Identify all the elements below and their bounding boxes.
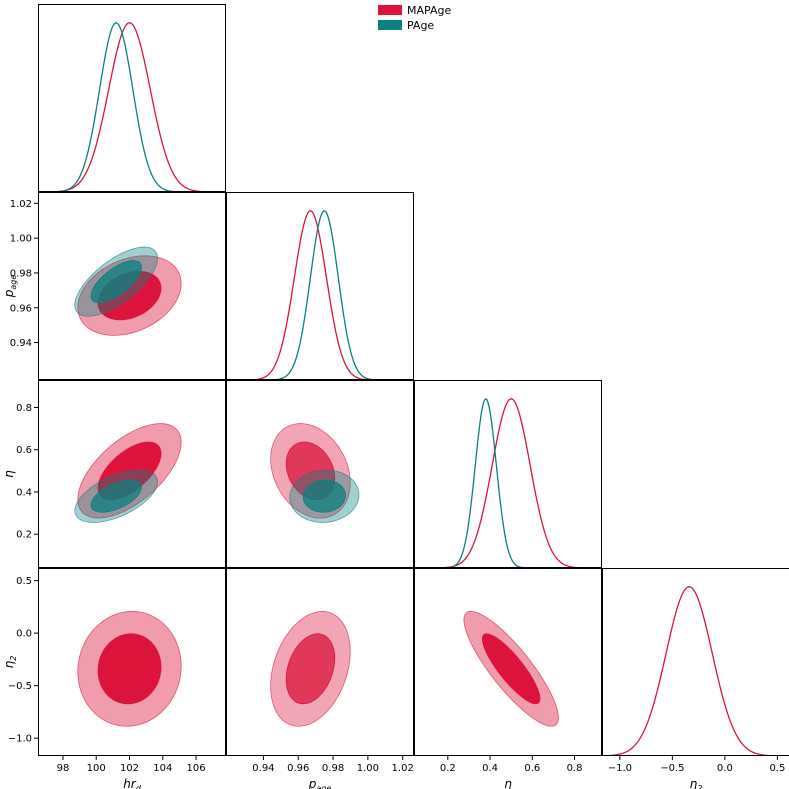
panel-frame <box>38 568 226 756</box>
density-curve-mapage-eta <box>414 398 602 568</box>
legend-label-mapage: MAPAge <box>407 4 451 17</box>
panel-eta-vs-eta <box>414 380 602 568</box>
panel-hrd-vs-hrd <box>38 4 226 192</box>
contour-68-mapage-eta-eta2 <box>481 633 541 705</box>
density-curve-page-hrd <box>38 22 226 192</box>
panel-eta2-vs-page: 0.94 0.96 0.98 1.00 1.02 page <box>226 568 414 789</box>
x-axis-label-eta: η <box>504 777 512 789</box>
y-tick-label-eta2: 0.5 <box>16 576 32 587</box>
x-tick-label-hrd: 100 <box>87 763 106 774</box>
x-tick-label-eta: 0.4 <box>482 763 498 774</box>
panel-frame <box>38 4 226 192</box>
panel-content <box>77 610 182 727</box>
x-tick-label-eta2: −0.5 <box>660 763 684 774</box>
x-tick-label-page: 0.96 <box>287 763 309 774</box>
y-tick-label-page: 0.94 <box>10 338 32 349</box>
legend-swatch-page <box>378 20 402 30</box>
contour-68-page-page-eta <box>302 479 346 513</box>
y-tick-label-page: 0.96 <box>10 303 32 314</box>
x-tick-label-eta2: −1.0 <box>608 763 632 774</box>
y-tick-label-eta2: −1.0 <box>8 734 32 745</box>
x-tick-label-page: 1.02 <box>392 763 414 774</box>
x-axis-label-eta2: η2 <box>690 777 703 789</box>
panel-eta2-vs-eta: 0.2 0.4 0.6 0.8 η <box>414 568 602 789</box>
y-tick-label-eta2: 0.0 <box>16 629 32 640</box>
y-tick-label-eta: 0.2 <box>16 530 32 541</box>
legend-label-page: PAge <box>407 19 434 32</box>
panel-frame <box>38 380 226 568</box>
contour-68-mapage-hrd-eta2 <box>97 633 162 705</box>
panel-content <box>38 22 226 192</box>
panel-eta-vs-page <box>226 380 414 568</box>
legend-swatch-mapage <box>378 5 402 15</box>
panel-content <box>602 586 789 756</box>
x-tick-label-eta: 0.2 <box>440 763 456 774</box>
panel-content <box>270 610 351 727</box>
panel-frame <box>602 568 789 756</box>
panel-eta2-vs-hrd: 98 100 102 104 106 hrd −1.0 −0.5 0.0 0.5 η2 <box>2 568 226 789</box>
panel-content <box>414 397 602 568</box>
panel-frame <box>38 192 226 380</box>
panel-content <box>74 246 182 336</box>
density-curve-mapage-page <box>226 210 414 380</box>
panel-page-vs-hrd: 0.94 0.96 0.98 1.00 1.02 page <box>2 192 226 380</box>
panel-frame <box>226 568 414 756</box>
y-axis-label-eta: η <box>2 470 16 478</box>
y-axis-label-page: page <box>2 275 18 299</box>
panel-eta2-vs-eta2: −1.0 −0.5 0.0 0.5 η2 <box>602 568 789 789</box>
contour-68-page-hrd-page <box>90 260 142 304</box>
density-curve-page-eta <box>414 397 602 568</box>
panel-content <box>463 610 559 727</box>
legend: MAPAge PAge <box>378 4 451 32</box>
density-curve-mapage-hrd <box>38 22 226 192</box>
x-tick-label-hrd: 98 <box>57 763 70 774</box>
x-tick-label-page: 1.00 <box>357 763 379 774</box>
panel-page-vs-page <box>226 192 414 380</box>
x-tick-label-eta2: 0.0 <box>717 763 733 774</box>
x-tick-label-eta: 0.8 <box>567 763 583 774</box>
panels: 0.94 0.96 0.98 1.00 1.02 page 0.2 0.4 0.6 0.8 η 98 1… <box>2 4 789 789</box>
density-curve-mapage-eta2 <box>602 586 789 756</box>
x-tick-label-hrd: 102 <box>120 763 139 774</box>
panel-content <box>74 423 182 523</box>
panel-frame <box>226 380 414 568</box>
y-tick-label-eta: 0.8 <box>16 403 32 414</box>
y-tick-label-eta: 0.4 <box>16 487 32 498</box>
panel-content <box>270 423 360 523</box>
contour-68-page-hrd-eta <box>90 479 142 513</box>
panel-content <box>226 210 414 380</box>
y-tick-label-page: 1.00 <box>10 234 32 245</box>
x-axis-label-page: page <box>308 777 332 789</box>
x-tick-label-page: 0.94 <box>252 763 274 774</box>
panel-frame <box>414 568 602 756</box>
y-tick-label-eta2: −0.5 <box>8 681 32 692</box>
y-tick-label-page: 1.02 <box>10 199 32 210</box>
y-axis-label-eta2: η2 <box>2 656 18 669</box>
x-tick-label-hrd: 106 <box>187 763 206 774</box>
x-tick-label-eta: 0.6 <box>524 763 540 774</box>
y-tick-label-eta: 0.6 <box>16 445 32 456</box>
y-tick-label-page: 0.98 <box>10 268 32 279</box>
panel-frame <box>226 192 414 380</box>
x-tick-label-hrd: 104 <box>153 763 172 774</box>
x-tick-label-page: 0.98 <box>322 763 344 774</box>
x-axis-label-hrd: hrd <box>123 777 142 789</box>
x-tick-label-eta2: 0.5 <box>769 763 785 774</box>
panel-frame <box>414 380 602 568</box>
panel-eta-vs-hrd: 0.2 0.4 0.6 0.8 η <box>2 380 226 568</box>
contour-68-mapage-page-eta2 <box>285 633 336 705</box>
